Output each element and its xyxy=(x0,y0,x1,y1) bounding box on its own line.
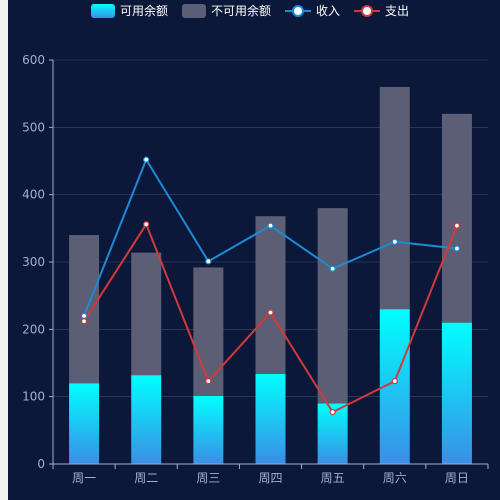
x-tick-label: 周五 xyxy=(321,471,345,485)
bar-available xyxy=(131,375,162,464)
bar-unavailable xyxy=(441,113,472,323)
legend-item-income[interactable]: 收入 xyxy=(285,2,340,19)
y-tick-label: 400 xyxy=(22,188,45,202)
legend-swatch-unavailable xyxy=(181,3,206,18)
bar-unavailable xyxy=(379,86,410,310)
y-tick-label: 600 xyxy=(22,53,45,67)
expense-point xyxy=(329,409,336,416)
income-point xyxy=(143,156,150,163)
x-tick-label: 周六 xyxy=(383,471,407,485)
bar-unavailable xyxy=(69,235,100,384)
expense-point xyxy=(453,222,461,229)
legend-swatch-income xyxy=(285,4,311,18)
expense-point xyxy=(391,378,398,385)
x-tick-label: 周三 xyxy=(196,471,220,485)
income-point xyxy=(453,245,461,252)
income-point xyxy=(391,238,398,245)
bar-available xyxy=(441,322,472,464)
bar-unavailable xyxy=(317,208,348,404)
expense-point xyxy=(143,221,150,228)
left-edge-strip xyxy=(0,0,8,500)
legend-item-available[interactable]: 可用余额 xyxy=(90,2,168,19)
legend-label-income: 收入 xyxy=(316,4,341,18)
legend-label-available: 可用余额 xyxy=(119,4,168,18)
x-tick-label: 周一 xyxy=(72,471,96,485)
x-tick-label: 周四 xyxy=(258,471,282,485)
legend-item-expense[interactable]: 支出 xyxy=(354,2,409,19)
legend-item-unavailable[interactable]: 不可用余额 xyxy=(181,2,271,19)
x-tick-label: 周日 xyxy=(445,471,469,485)
legend-swatch-available xyxy=(90,3,115,18)
bar-available xyxy=(69,383,100,464)
income-point xyxy=(205,258,212,265)
income-point xyxy=(80,312,88,319)
legend-label-expense: 支出 xyxy=(385,4,410,18)
income-point xyxy=(329,265,336,272)
chart-legend: 可用余额 不可用余额 收入 支出 xyxy=(0,2,500,19)
bar-unavailable xyxy=(255,216,286,374)
x-tick-label: 周二 xyxy=(134,471,158,485)
expense-point xyxy=(205,378,212,385)
expense-point xyxy=(267,309,274,316)
y-tick-label: 0 xyxy=(37,457,45,471)
y-tick-label: 100 xyxy=(22,390,45,404)
y-tick-label: 200 xyxy=(22,322,45,336)
expense-point xyxy=(80,318,88,325)
bar-unavailable xyxy=(131,252,162,376)
legend-label-unavailable: 不可用余额 xyxy=(210,4,271,18)
income-point xyxy=(267,222,274,229)
legend-swatch-expense xyxy=(354,4,381,18)
bar-unavailable xyxy=(193,267,224,396)
y-tick-label: 300 xyxy=(22,255,45,269)
bar-available xyxy=(255,373,286,464)
y-tick-label: 500 xyxy=(22,120,45,134)
bar-available xyxy=(193,395,224,464)
